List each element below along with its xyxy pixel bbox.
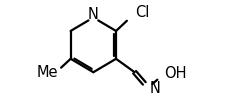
Text: Cl: Cl xyxy=(134,5,149,20)
Text: OH: OH xyxy=(163,66,186,81)
Text: Me: Me xyxy=(37,65,58,80)
Text: N: N xyxy=(87,7,98,22)
Text: N: N xyxy=(149,81,160,96)
